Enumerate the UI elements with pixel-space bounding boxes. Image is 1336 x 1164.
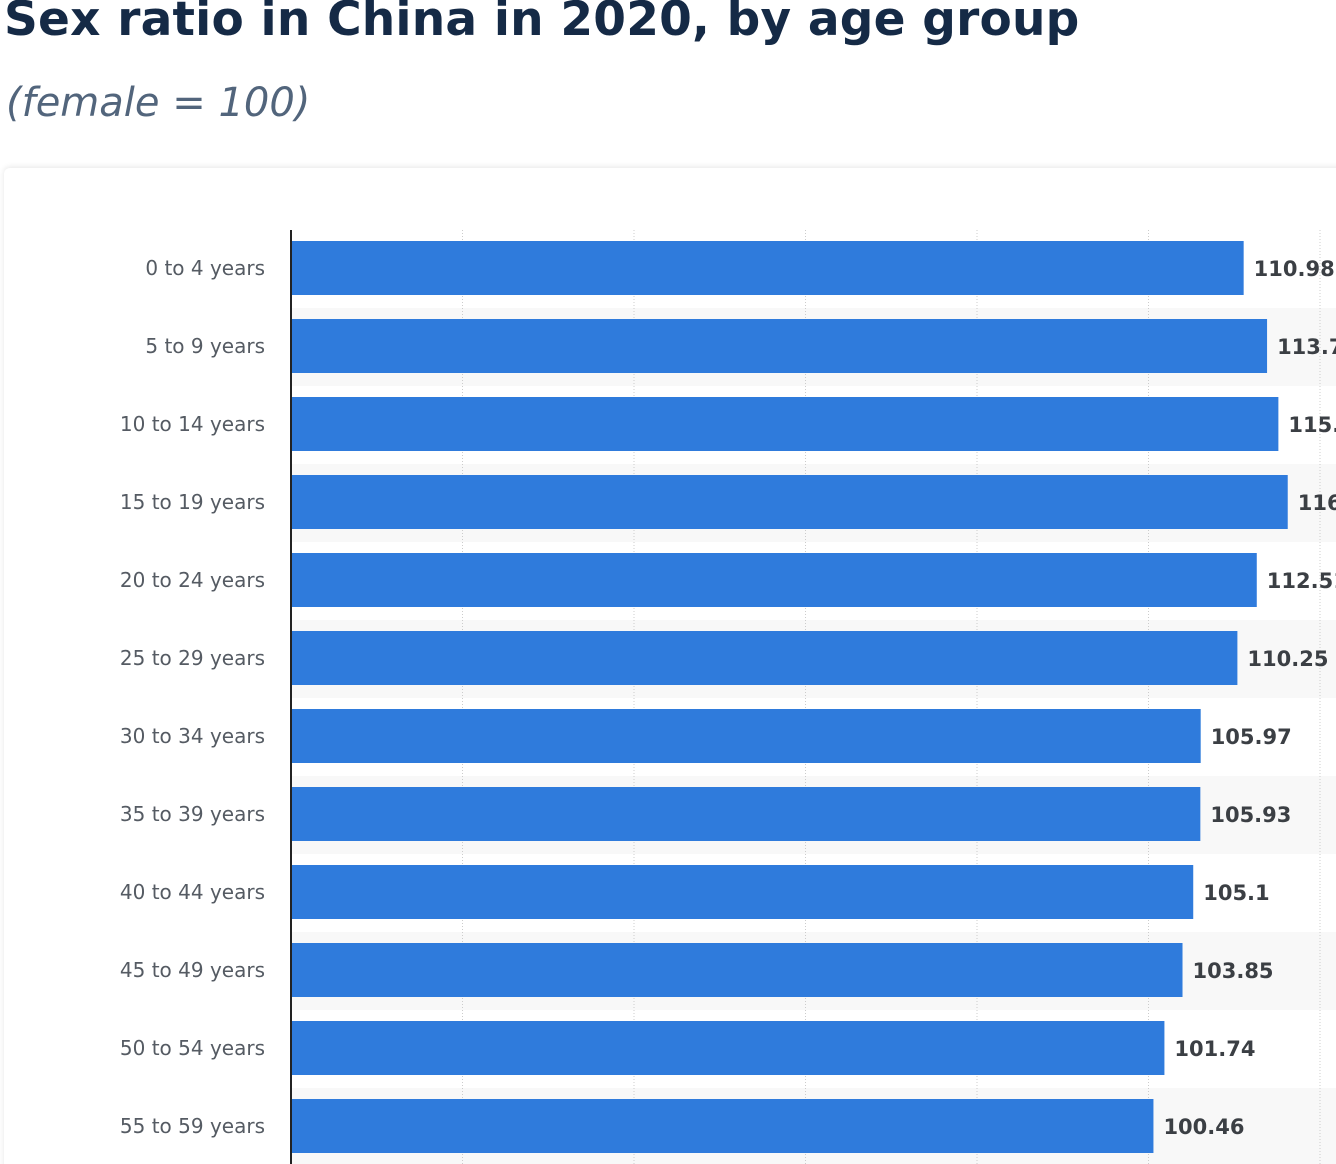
bar: [292, 1021, 1165, 1075]
category-labels: 0 to 4 years 5 to 9 years 10 to 14 years 15…: [120, 256, 265, 1138]
value-label: 103.85: [1193, 959, 1274, 983]
bar: [292, 943, 1183, 997]
category-label: 25 to 29 years: [120, 646, 265, 670]
value-label: 110.98: [1254, 257, 1335, 281]
category-label: 10 to 14 years: [120, 412, 265, 436]
bar: [292, 397, 1279, 451]
value-label: 112.51: [1267, 569, 1336, 593]
chart-subtitle: (female = 100): [6, 80, 311, 126]
category-label: 30 to 34 years: [120, 724, 265, 748]
value-label: 105.97: [1211, 725, 1292, 749]
value-label: 116.12: [1298, 491, 1336, 515]
category-label: 45 to 49 years: [120, 958, 265, 982]
bar: [292, 553, 1257, 607]
bar: [292, 1099, 1154, 1153]
bar: [292, 319, 1268, 373]
category-label: 55 to 59 years: [120, 1114, 265, 1138]
value-label: 100.46: [1163, 1115, 1244, 1139]
bar: [292, 709, 1201, 763]
category-label: 50 to 54 years: [120, 1036, 265, 1060]
category-label: 15 to 19 years: [120, 490, 265, 514]
category-label: 40 to 44 years: [120, 880, 265, 904]
value-label: 113.71: [1277, 335, 1336, 359]
value-label: 105.1: [1203, 881, 1269, 905]
category-label: 20 to 24 years: [120, 568, 265, 592]
bar: [292, 475, 1288, 529]
value-label: 115.03: [1288, 413, 1336, 437]
category-label: 0 to 4 years: [145, 256, 265, 280]
value-label: 110.25: [1247, 647, 1328, 671]
bar: [292, 787, 1201, 841]
bar: [292, 241, 1244, 295]
bar: [292, 865, 1194, 919]
chart-title: Sex ratio in China in 2020, by age group: [4, 0, 1080, 47]
value-label: 105.93: [1210, 803, 1291, 827]
bars: [292, 241, 1288, 1153]
category-label: 35 to 39 years: [120, 802, 265, 826]
value-label: 101.74: [1174, 1037, 1255, 1061]
bar: [292, 631, 1238, 685]
value-labels: 110.98 113.71 115.03 116.12 112.51 110.25 105.…: [1163, 257, 1336, 1139]
category-label: 5 to 9 years: [145, 334, 265, 358]
